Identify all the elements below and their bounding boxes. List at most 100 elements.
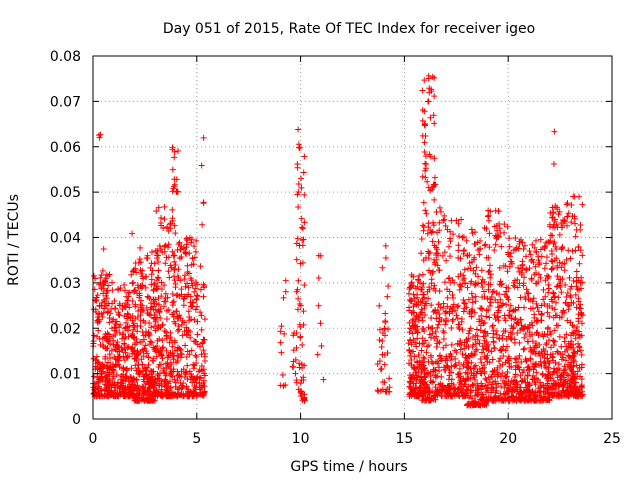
data-point xyxy=(148,249,155,256)
data-point xyxy=(104,308,111,315)
data-point xyxy=(522,330,529,337)
data-point xyxy=(151,323,158,330)
data-point xyxy=(576,344,583,351)
data-point xyxy=(546,223,553,230)
data-point xyxy=(297,380,304,387)
data-point xyxy=(485,212,492,219)
data-point xyxy=(295,386,302,393)
data-point xyxy=(466,353,473,360)
data-point xyxy=(91,332,98,339)
data-point xyxy=(104,287,111,294)
data-point xyxy=(381,361,388,368)
data-point xyxy=(467,265,474,272)
data-point xyxy=(469,382,476,389)
data-point xyxy=(180,302,187,309)
data-point xyxy=(135,370,142,377)
data-point xyxy=(468,359,475,366)
data-point xyxy=(536,341,543,348)
data-point xyxy=(153,353,160,360)
data-point xyxy=(148,368,155,375)
data-point xyxy=(568,201,575,208)
data-point xyxy=(447,305,454,312)
data-point xyxy=(135,367,142,374)
data-point xyxy=(406,319,413,326)
data-point xyxy=(551,338,558,345)
data-point xyxy=(516,339,523,346)
data-point xyxy=(431,196,438,203)
data-point xyxy=(548,257,555,264)
data-point xyxy=(188,347,195,354)
data-point xyxy=(170,356,177,363)
data-point xyxy=(460,233,467,240)
data-point xyxy=(201,382,208,389)
data-point xyxy=(570,341,577,348)
data-point xyxy=(486,359,493,366)
data-point xyxy=(180,366,187,373)
data-point xyxy=(443,385,450,392)
data-point xyxy=(408,279,415,286)
data-point xyxy=(182,390,189,397)
data-point xyxy=(140,353,147,360)
data-point xyxy=(475,385,482,392)
data-point xyxy=(198,374,205,381)
data-point xyxy=(469,294,476,301)
data-point xyxy=(498,280,505,287)
data-point xyxy=(575,244,582,251)
data-point xyxy=(513,384,520,391)
data-point xyxy=(460,296,467,303)
data-point xyxy=(290,332,297,339)
data-point xyxy=(419,317,426,324)
data-point xyxy=(576,260,583,267)
data-point xyxy=(151,397,158,404)
data-point xyxy=(500,353,507,360)
data-point xyxy=(165,254,172,261)
data-point xyxy=(545,364,552,371)
data-point xyxy=(492,241,499,248)
data-point xyxy=(182,283,189,290)
data-point xyxy=(448,217,455,224)
data-point xyxy=(429,330,436,337)
data-point xyxy=(97,131,104,138)
data-point xyxy=(162,260,169,267)
data-point xyxy=(424,230,431,237)
data-point xyxy=(554,273,561,280)
data-point xyxy=(383,388,390,395)
data-point xyxy=(511,387,518,394)
data-point xyxy=(142,284,149,291)
data-point xyxy=(466,308,473,315)
x-tick-labels: 0 5 10 15 20 25 xyxy=(89,431,621,447)
data-point xyxy=(167,385,174,392)
data-point xyxy=(412,369,419,376)
data-point xyxy=(148,324,155,331)
data-point xyxy=(174,357,181,364)
data-point xyxy=(545,281,552,288)
data-point xyxy=(439,252,446,259)
data-point xyxy=(183,235,190,242)
data-point xyxy=(535,308,542,315)
data-point xyxy=(464,402,471,409)
data-point xyxy=(459,326,466,333)
data-point xyxy=(146,380,153,387)
data-point xyxy=(102,331,109,338)
data-point xyxy=(115,357,122,364)
data-point xyxy=(201,353,208,360)
data-point xyxy=(498,281,505,288)
data-point xyxy=(421,302,428,309)
data-point xyxy=(161,216,168,223)
data-point xyxy=(93,393,100,400)
data-point xyxy=(519,377,526,384)
data-point xyxy=(574,286,581,293)
data-point xyxy=(300,236,307,243)
data-point xyxy=(537,246,544,253)
data-point xyxy=(318,342,325,349)
data-point xyxy=(464,371,471,378)
data-point xyxy=(290,364,297,371)
data-point xyxy=(98,272,105,279)
data-point xyxy=(134,290,141,297)
data-point xyxy=(419,326,426,333)
data-point xyxy=(574,348,581,355)
data-point xyxy=(559,388,566,395)
data-point xyxy=(478,267,485,274)
data-point xyxy=(137,244,144,251)
data-point xyxy=(429,270,436,277)
